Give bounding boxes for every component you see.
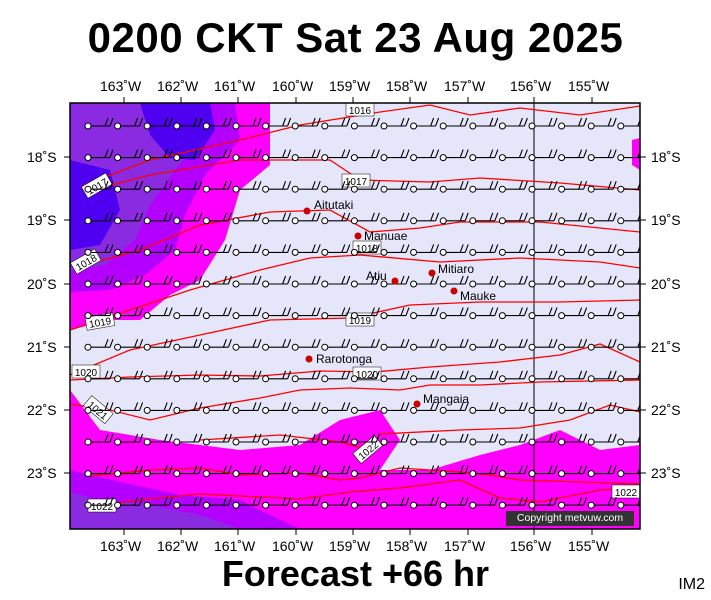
place-mitiaro: Mitiaro [428, 262, 474, 277]
lat-label: 21˚S [27, 339, 57, 355]
lon-label: 158˚W [386, 538, 428, 554]
lat-label: 19˚S [651, 212, 681, 228]
lat-label: 22˚S [651, 402, 681, 418]
rain-area-east-edge [632, 138, 640, 170]
svg-text:1022: 1022 [91, 502, 114, 513]
lon-label: 155˚W [568, 538, 610, 554]
svg-text:1020: 1020 [75, 368, 98, 379]
lon-label: 160˚W [272, 538, 314, 554]
lat-label: 22˚S [27, 402, 57, 418]
lon-label: 157˚W [444, 78, 486, 94]
lon-label: 159˚W [329, 538, 371, 554]
lat-label: 20˚S [651, 276, 681, 292]
svg-text:1020: 1020 [356, 370, 379, 381]
axis-ticks [64, 97, 646, 535]
place-aitutaki: Aitutaki [303, 198, 353, 215]
svg-text:1019: 1019 [349, 316, 372, 327]
lon-label: 156˚W [510, 78, 552, 94]
lon-label: 162˚W [157, 538, 199, 554]
lon-label: 156˚W [510, 538, 552, 554]
lat-label: 23˚S [27, 465, 57, 481]
map-area: 1016 1017 1017 1018 1018 1019 1019 1020 … [70, 103, 640, 529]
svg-text:1022: 1022 [615, 488, 638, 499]
page-title: 0200 CKT Sat 23 Aug 2025 [87, 14, 624, 61]
lat-label: 23˚S [651, 465, 681, 481]
lon-label: 162˚W [157, 78, 199, 94]
svg-text:1018: 1018 [356, 244, 379, 255]
svg-text:Atiu: Atiu [366, 269, 387, 283]
lon-label: 159˚W [329, 78, 371, 94]
lon-label: 157˚W [444, 538, 486, 554]
isobar-labels: 1016 1017 1017 1018 1018 1019 1019 1020 … [70, 103, 640, 513]
lon-label: 160˚W [272, 78, 314, 94]
svg-text:Manuae: Manuae [364, 229, 408, 243]
svg-text:1016: 1016 [349, 106, 372, 117]
lon-label: 161˚W [214, 538, 256, 554]
place-atiu: Atiu [366, 269, 399, 285]
rain-area-blue [140, 103, 215, 160]
lon-label: 163˚W [100, 78, 142, 94]
copyright-badge: Copyright metvuw.com [506, 511, 634, 526]
svg-text:1019: 1019 [88, 316, 112, 331]
lon-label: 158˚W [386, 78, 428, 94]
places: Aitutaki Manuae Mitiaro Atiu Mauke Rarot… [303, 198, 496, 408]
place-mauke: Mauke [450, 287, 496, 303]
image-code: IM2 [678, 576, 705, 593]
lat-label: 18˚S [651, 149, 681, 165]
lat-label: 19˚S [27, 212, 57, 228]
forecast-label: Forecast +66 hr [221, 553, 490, 594]
place-mangaia: Mangaia [413, 392, 469, 408]
svg-text:1017: 1017 [345, 177, 368, 188]
lat-label: 18˚S [27, 149, 57, 165]
lon-label: 163˚W [100, 538, 142, 554]
svg-text:Rarotonga: Rarotonga [316, 352, 372, 366]
lon-label: 155˚W [568, 78, 610, 94]
lat-label: 20˚S [27, 276, 57, 292]
svg-text:Mangaia: Mangaia [423, 392, 469, 406]
place-manuae: Manuae [354, 229, 408, 243]
lon-label: 161˚W [214, 78, 256, 94]
svg-text:Aitutaki: Aitutaki [314, 198, 353, 212]
place-rarotonga: Rarotonga [305, 352, 372, 366]
lat-label: 21˚S [651, 339, 681, 355]
svg-text:Mauke: Mauke [460, 289, 496, 303]
svg-text:Mitiaro: Mitiaro [438, 262, 474, 276]
map-frame [69, 102, 641, 530]
